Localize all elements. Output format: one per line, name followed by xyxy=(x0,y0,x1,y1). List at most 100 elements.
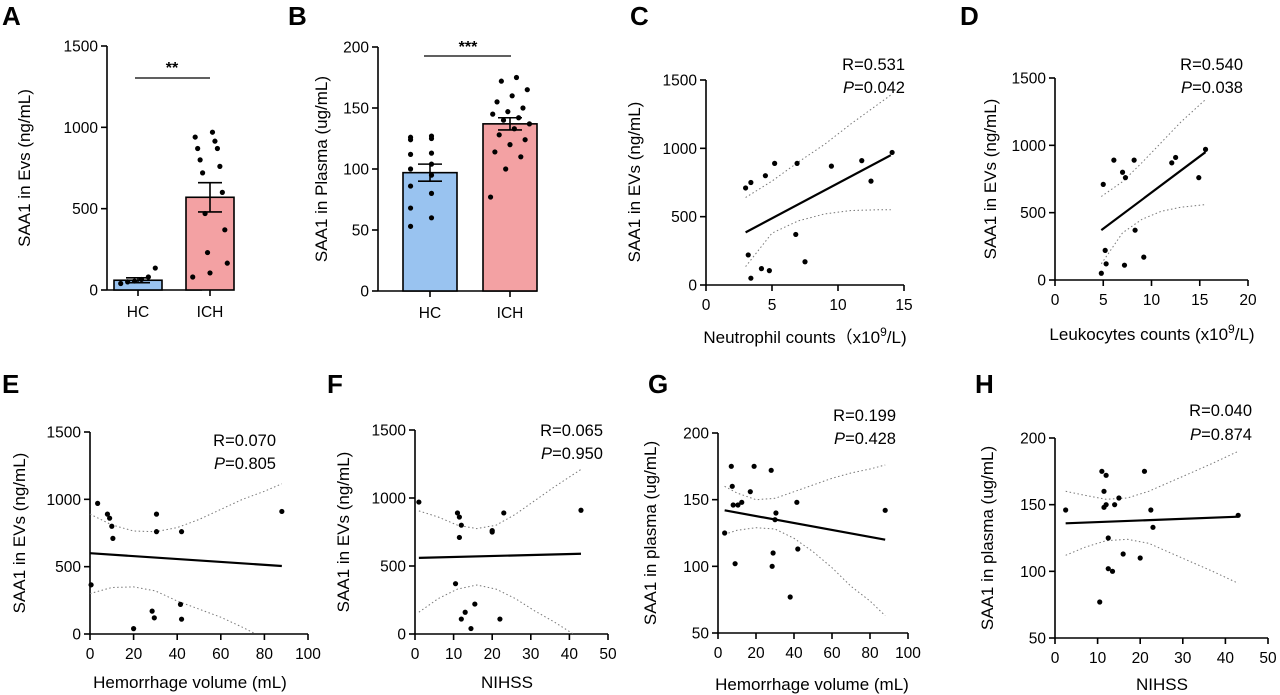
data-point xyxy=(192,134,198,140)
y-tick-label: 1000 xyxy=(47,492,82,509)
confidence-band-lower xyxy=(724,527,886,617)
y-tick-label: 200 xyxy=(343,40,369,57)
data-point xyxy=(197,157,203,163)
x-tick-label: 15 xyxy=(1191,292,1208,309)
confidence-band-upper xyxy=(89,483,282,533)
y-tick-label: 1500 xyxy=(663,73,698,90)
confidence-band-lower xyxy=(745,209,891,267)
data-point xyxy=(1097,599,1103,605)
y-axis-label: SAA1 in EVs (ng/mL) xyxy=(10,453,29,614)
data-point xyxy=(279,508,285,515)
panel-letter: E xyxy=(2,369,19,399)
data-point xyxy=(1196,175,1202,181)
data-point xyxy=(195,145,201,152)
stat-r: R=0.040 xyxy=(1189,402,1252,420)
data-point xyxy=(745,252,751,258)
data-point xyxy=(492,149,498,155)
confidence-band-upper xyxy=(418,468,582,530)
data-point xyxy=(416,499,422,505)
data-point xyxy=(209,129,216,135)
data-point xyxy=(795,546,801,552)
y-tick-label: 0 xyxy=(397,627,406,644)
y-tick-label: 1500 xyxy=(372,423,407,440)
y-tick-label: 1500 xyxy=(47,425,82,442)
confidence-band-lower xyxy=(418,584,574,635)
data-point xyxy=(794,160,800,166)
data-point xyxy=(454,510,461,516)
data-point xyxy=(747,489,753,495)
data-point xyxy=(217,163,223,169)
data-point xyxy=(1103,261,1109,267)
stat-p: P=0.950 xyxy=(541,445,603,463)
confidence-band-upper xyxy=(724,464,886,501)
x-tick-label: 10 xyxy=(445,646,463,663)
x-axis-label: Hemorrhage volume (mL) xyxy=(93,673,287,692)
y-axis-label: SAA1 in EVs (ng/mL) xyxy=(981,99,1000,260)
data-point xyxy=(496,132,502,138)
confidence-band-upper xyxy=(1065,450,1239,500)
data-point xyxy=(452,581,459,587)
data-point xyxy=(762,173,769,179)
panel-letter: D xyxy=(960,1,979,31)
y-tick-label: 500 xyxy=(380,559,406,576)
data-point xyxy=(889,149,895,156)
data-point xyxy=(769,563,775,569)
data-point xyxy=(882,507,888,513)
data-point xyxy=(748,179,754,186)
data-point xyxy=(505,109,511,115)
data-point xyxy=(1202,146,1209,152)
panel-f: F 0 500 1000 1500 SAA1 in EVs (ng/mL) 0 10 20 30 4… xyxy=(327,369,617,692)
data-point xyxy=(207,270,213,276)
x-axis-label: Neutrophil counts（x109/L) xyxy=(703,325,906,347)
stat-r: R=0.540 xyxy=(1180,56,1243,74)
x-tick-label: 5 xyxy=(1099,292,1108,309)
data-point xyxy=(407,166,414,172)
data-point xyxy=(125,279,131,285)
panel-letter: G xyxy=(648,369,668,399)
data-point xyxy=(224,260,230,266)
data-point xyxy=(428,172,435,178)
data-point xyxy=(1111,157,1117,163)
data-point xyxy=(500,117,507,123)
data-point xyxy=(772,160,778,166)
data-point xyxy=(1132,227,1138,233)
data-point xyxy=(578,507,584,513)
regression-line xyxy=(89,552,282,568)
data-point xyxy=(199,170,206,176)
data-point xyxy=(794,499,800,505)
bar-ich xyxy=(482,123,538,292)
data-point xyxy=(88,582,94,588)
y-tick-label: 0 xyxy=(72,627,81,644)
data-point xyxy=(151,615,157,621)
y-tick-label: 500 xyxy=(671,209,697,226)
data-point xyxy=(107,515,113,521)
x-tick-label: 20 xyxy=(125,646,143,663)
data-point xyxy=(772,517,778,523)
x-tick-label: 40 xyxy=(169,646,187,663)
data-point xyxy=(1112,502,1118,508)
data-point xyxy=(489,529,495,535)
data-point xyxy=(1235,512,1241,518)
x-axis-label: Leukocytes counts (x109/L) xyxy=(1049,322,1254,344)
data-point xyxy=(212,138,218,144)
panel-d: D 0 500 1000 1500 SAA1 in EVs (ng/mL) 0 5 10 15 20… xyxy=(960,1,1257,344)
x-tick-label: 20 xyxy=(1132,650,1150,667)
data-point xyxy=(511,126,517,132)
data-point xyxy=(1141,468,1148,474)
data-point xyxy=(490,111,496,117)
panel-a: A 0 500 1000 1500 SAA1 in Evs (ng/mL) HC ICH ** xyxy=(2,1,235,321)
data-point xyxy=(497,616,503,622)
x-tick-label: 20 xyxy=(747,645,765,662)
data-point xyxy=(730,502,736,508)
data-point xyxy=(1098,270,1104,276)
x-tick-label: 60 xyxy=(212,646,230,663)
data-point xyxy=(751,463,757,469)
y-axis-label: SAA1 in Plasma (ug/mL) xyxy=(312,76,331,262)
data-point xyxy=(458,522,464,528)
data-point xyxy=(828,163,835,169)
y-tick-label: 150 xyxy=(1020,497,1046,514)
data-point xyxy=(104,511,111,517)
data-point xyxy=(1100,181,1106,187)
data-point xyxy=(518,154,524,160)
